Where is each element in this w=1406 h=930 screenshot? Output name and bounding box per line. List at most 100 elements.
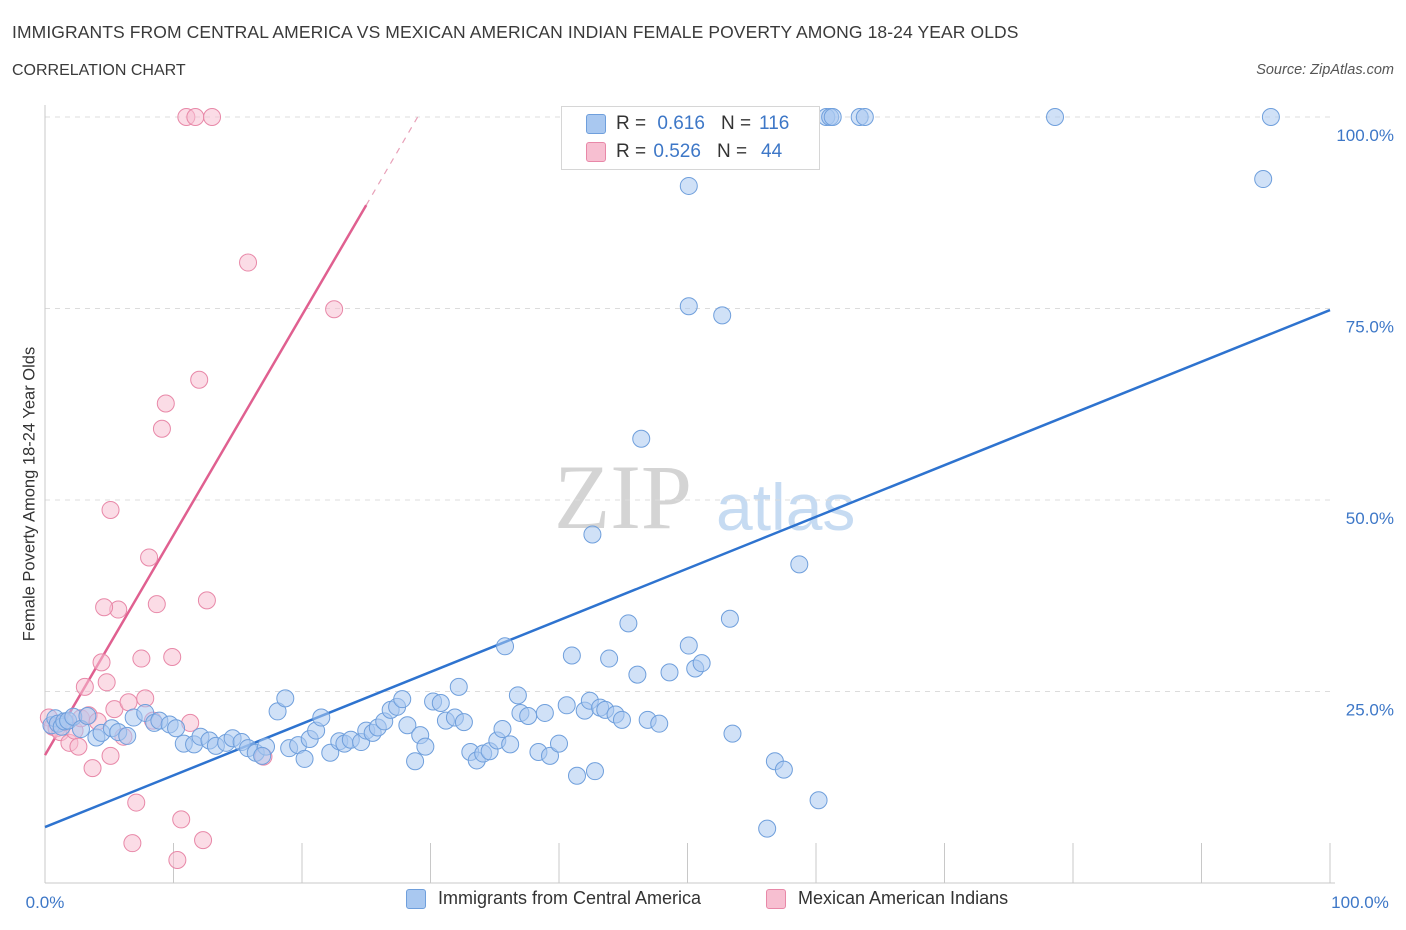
x-tick-label: 100.0%	[1331, 893, 1389, 912]
watermark-atlas: atlas	[716, 470, 855, 544]
point-central-america	[167, 719, 186, 738]
point-central-america	[431, 693, 450, 712]
point-mexican-american-indians	[132, 649, 151, 668]
point-mexican-american-indians	[127, 793, 146, 812]
point-central-america	[1046, 108, 1065, 126]
point-mexican-american-indians	[95, 598, 114, 617]
point-mexican-american-indians	[163, 648, 182, 667]
n-value: 44	[761, 141, 783, 162]
bottom-legend-swatch-pink	[766, 888, 786, 909]
point-mexican-american-indians	[92, 653, 111, 672]
point-central-america	[790, 555, 809, 574]
point-central-america	[809, 791, 828, 810]
point-central-america	[855, 108, 874, 126]
r-label: R =	[616, 141, 647, 162]
point-central-america	[713, 306, 732, 325]
point-central-america	[449, 677, 468, 696]
point-central-america	[519, 707, 538, 726]
point-central-america	[632, 429, 651, 448]
bottom-legend-central-america: Immigrants from Central America	[406, 888, 701, 909]
point-mexican-american-indians	[119, 693, 138, 712]
y-tick-label: 75.0%	[1346, 318, 1394, 337]
r-value: 0.616	[657, 113, 705, 134]
chart-title: IMMIGRANTS FROM CENTRAL AMERICA VS MEXIC…	[12, 22, 1019, 42]
point-mexican-american-indians	[101, 500, 120, 519]
point-mexican-american-indians	[194, 831, 213, 850]
point-central-america	[823, 108, 842, 126]
point-central-america	[583, 525, 602, 544]
n-value: 116	[759, 113, 790, 134]
r-value: 0.526	[653, 141, 701, 162]
point-mexican-american-indians	[186, 108, 205, 126]
point-central-america	[550, 734, 568, 753]
point-mexican-american-indians	[190, 370, 209, 389]
point-central-america	[406, 752, 425, 771]
point-central-america	[118, 726, 137, 745]
point-mexican-american-indians	[239, 253, 258, 272]
point-central-america	[276, 689, 295, 708]
point-central-america	[1254, 170, 1273, 189]
stats-legend: R = 0.616 N = 116 R = 0.526 N = 44	[561, 106, 820, 170]
point-mexican-american-indians	[203, 108, 222, 126]
point-central-america	[692, 654, 711, 673]
point-central-america	[78, 707, 97, 726]
bottom-legend-label: Mexican American Indians	[798, 888, 1009, 908]
bottom-legend-mexican-american-indians: Mexican American Indians	[766, 888, 1008, 909]
point-central-america	[612, 710, 631, 729]
trendline-extension	[365, 116, 419, 206]
point-mexican-american-indians	[140, 548, 159, 567]
point-mexican-american-indians	[168, 851, 187, 870]
point-mexican-american-indians	[172, 810, 191, 829]
point-central-america	[493, 720, 512, 739]
point-mexican-american-indians	[197, 591, 216, 610]
r-label: R =	[616, 113, 647, 134]
point-central-america	[723, 724, 742, 743]
point-central-america	[774, 760, 793, 779]
point-central-america	[295, 749, 314, 768]
tick-labels: 0.0% 100.0% 25.0% 50.0% 75.0% 100.0%	[26, 126, 1394, 912]
watermark: ZIP atlas	[554, 446, 855, 548]
data-points	[39, 108, 1280, 870]
point-central-america	[416, 737, 435, 756]
point-central-america	[535, 703, 554, 722]
point-central-america	[679, 636, 698, 655]
bottom-legend-swatch-blue	[406, 888, 426, 909]
point-central-america	[541, 746, 560, 765]
source-credit: Source: ZipAtlas.com	[1256, 62, 1394, 78]
watermark-zip: ZIP	[554, 446, 692, 548]
point-central-america	[562, 646, 581, 665]
point-central-america	[496, 637, 515, 656]
point-central-america	[628, 665, 647, 684]
legend-swatch-blue	[586, 114, 606, 134]
point-central-america	[660, 663, 679, 682]
point-central-america	[393, 690, 412, 709]
point-mexican-american-indians	[156, 394, 175, 413]
bottom-legend-label: Immigrants from Central America	[438, 888, 702, 908]
point-central-america	[557, 696, 576, 715]
x-tick-label: 0.0%	[26, 893, 65, 912]
point-mexican-american-indians	[147, 595, 166, 614]
point-central-america	[758, 819, 777, 838]
point-mexican-american-indians	[75, 677, 94, 696]
point-mexican-american-indians	[123, 834, 142, 853]
point-mexican-american-indians	[152, 419, 171, 438]
point-central-america	[679, 297, 698, 316]
point-central-america	[1261, 108, 1280, 126]
chart-subtitle: CORRELATION CHART	[12, 62, 186, 79]
legend-row-central-america: R = 0.616 N = 116	[586, 111, 789, 137]
point-central-america	[679, 176, 698, 195]
gridlines	[45, 116, 1330, 692]
legend-row-mexican-american-indians: R = 0.526 N = 44	[586, 139, 782, 165]
point-central-america	[600, 649, 619, 668]
y-tick-label: 100.0%	[1336, 126, 1394, 145]
point-mexican-american-indians	[97, 673, 116, 692]
point-mexican-american-indians	[83, 759, 102, 778]
n-label: N =	[716, 141, 748, 162]
point-central-america	[501, 735, 520, 754]
point-central-america	[720, 609, 739, 628]
point-central-america	[454, 713, 473, 732]
point-mexican-american-indians	[69, 737, 88, 756]
trendline-mexican-american-indians	[43, 204, 368, 756]
y-tick-label: 25.0%	[1346, 701, 1394, 720]
